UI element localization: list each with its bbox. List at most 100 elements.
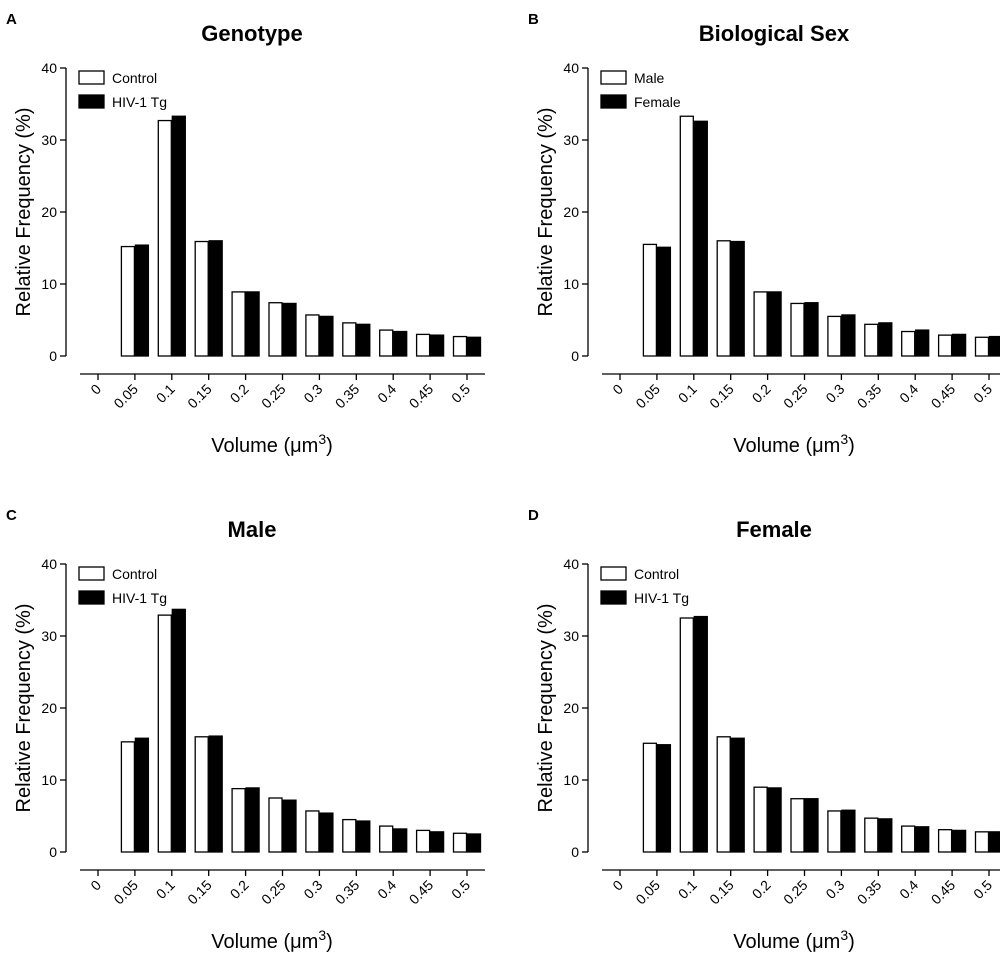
bar-series1 <box>452 335 468 357</box>
bar-series2 <box>356 323 371 357</box>
bar-series2 <box>767 787 782 853</box>
panel-letter: B <box>528 11 539 28</box>
x-tick-label: 0.1 <box>675 877 700 902</box>
x-tick-label: 0.45 <box>406 877 437 908</box>
bar-series2 <box>466 833 482 853</box>
y-tick-label: 40 <box>563 556 579 572</box>
bar-series2 <box>951 829 967 853</box>
bar-series1 <box>679 115 694 357</box>
legend-label: Control <box>634 566 679 582</box>
bar-series2 <box>245 787 260 853</box>
chart-title: Genotype <box>201 21 302 46</box>
x-tick-label: 0.5 <box>448 877 473 902</box>
x-tick-label: 0.35 <box>332 877 363 908</box>
x-tick-label: 0.35 <box>332 381 363 412</box>
bar-series2 <box>171 608 186 853</box>
legend-label: HIV-1 Tg <box>112 94 167 110</box>
bar-series1 <box>379 825 394 853</box>
x-axis-label: Volume (μm3) <box>211 927 333 953</box>
y-tick-label: 0 <box>49 844 57 860</box>
y-tick-label: 20 <box>41 204 57 220</box>
bar-series2 <box>393 330 408 357</box>
bar-series2 <box>171 115 186 357</box>
bar-series2 <box>730 240 745 357</box>
x-axis-label-close: ) <box>326 931 333 953</box>
bar-series2 <box>878 322 893 357</box>
x-tick-label: 0 <box>87 877 104 894</box>
bar-series2 <box>134 244 150 357</box>
x-tick-label: 0.45 <box>406 381 437 412</box>
legend-swatch <box>78 94 105 109</box>
y-tick-label: 30 <box>41 132 57 148</box>
bar-series1 <box>231 787 246 853</box>
x-tick-label: 0.5 <box>970 877 995 902</box>
bar-series1 <box>864 323 879 357</box>
bar-series2 <box>656 246 672 357</box>
x-tick-label: 0.4 <box>374 877 399 902</box>
y-tick-label: 30 <box>41 628 57 644</box>
x-axis-label-text: Volume (μm <box>211 931 318 953</box>
bar-series2 <box>915 826 930 853</box>
bar-series1 <box>827 810 842 853</box>
bar-series1 <box>305 810 320 853</box>
legend-label: Female <box>634 94 681 110</box>
bar-series2 <box>915 329 930 357</box>
bar-series2 <box>951 333 967 357</box>
y-tick-label: 0 <box>571 348 579 364</box>
legend-swatch <box>600 566 627 581</box>
bar-series1 <box>937 334 953 357</box>
y-tick-label: 30 <box>563 132 579 148</box>
legend-swatch <box>78 70 105 85</box>
bar-series2 <box>693 615 708 853</box>
x-tick-label: 0.2 <box>227 877 252 902</box>
bar-series1 <box>194 736 209 853</box>
x-tick-label: 0.1 <box>675 381 700 406</box>
bar-series1 <box>120 741 136 853</box>
legend-label: HIV-1 Tg <box>634 590 689 606</box>
x-tick-label: 0.2 <box>749 877 774 902</box>
panel-letter: A <box>6 11 17 28</box>
bar-series1 <box>974 831 990 853</box>
legend-swatch <box>600 590 627 605</box>
y-tick-label: 10 <box>41 276 57 292</box>
bar-series1 <box>679 617 694 853</box>
x-tick-label: 0.3 <box>300 877 325 902</box>
chart-title: Female <box>736 517 812 542</box>
panel-letter: D <box>528 507 539 524</box>
x-axis-label-exponent: 3 <box>840 431 848 447</box>
bar-series1 <box>642 742 658 853</box>
bar-series2 <box>429 334 445 357</box>
panel-letter: C <box>6 507 17 524</box>
bar-series2 <box>466 336 482 357</box>
y-tick-label: 40 <box>563 60 579 76</box>
bar-series2 <box>319 315 334 357</box>
legend-swatch <box>600 94 627 109</box>
bar-series2 <box>730 737 745 853</box>
x-axis-label: Volume (μm3) <box>733 927 855 953</box>
y-tick-label: 10 <box>41 772 57 788</box>
bar-series1 <box>937 829 953 853</box>
x-tick-label: 0.1 <box>153 877 178 902</box>
x-axis-label: Volume (μm3) <box>733 431 855 457</box>
bar-series1 <box>415 829 431 853</box>
bar-series1 <box>452 832 468 853</box>
bar-series2 <box>429 831 445 853</box>
x-tick-label: 0.3 <box>822 381 847 406</box>
bar-series2 <box>767 291 782 357</box>
y-tick-label: 40 <box>41 60 57 76</box>
x-tick-label: 0.2 <box>749 381 774 406</box>
bar-series1 <box>716 736 731 853</box>
x-axis-label-close: ) <box>848 931 855 953</box>
bar-series2 <box>208 735 223 853</box>
bar-series1 <box>974 336 990 357</box>
bar-series2 <box>134 737 150 853</box>
legend-label: Male <box>634 70 665 86</box>
legend-swatch <box>78 590 105 605</box>
bar-series1 <box>268 797 283 853</box>
bar-series1 <box>901 825 916 853</box>
x-tick-label: 0.15 <box>184 381 215 412</box>
x-tick-label: 0.5 <box>970 381 995 406</box>
y-tick-label: 30 <box>563 628 579 644</box>
y-axis-label: Relative Frequency (%) <box>535 604 557 813</box>
